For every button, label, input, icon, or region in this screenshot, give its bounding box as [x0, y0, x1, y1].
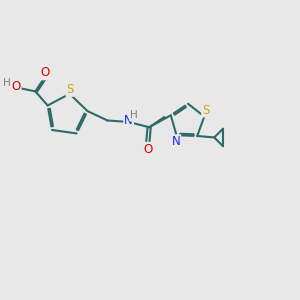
Text: O: O — [11, 80, 21, 94]
Text: S: S — [67, 83, 74, 96]
Text: N: N — [124, 114, 133, 127]
Text: O: O — [143, 143, 152, 156]
Text: O: O — [40, 66, 50, 80]
Text: H: H — [130, 110, 138, 121]
Text: S: S — [202, 103, 209, 116]
Text: N: N — [172, 135, 180, 148]
Text: H: H — [3, 78, 10, 88]
